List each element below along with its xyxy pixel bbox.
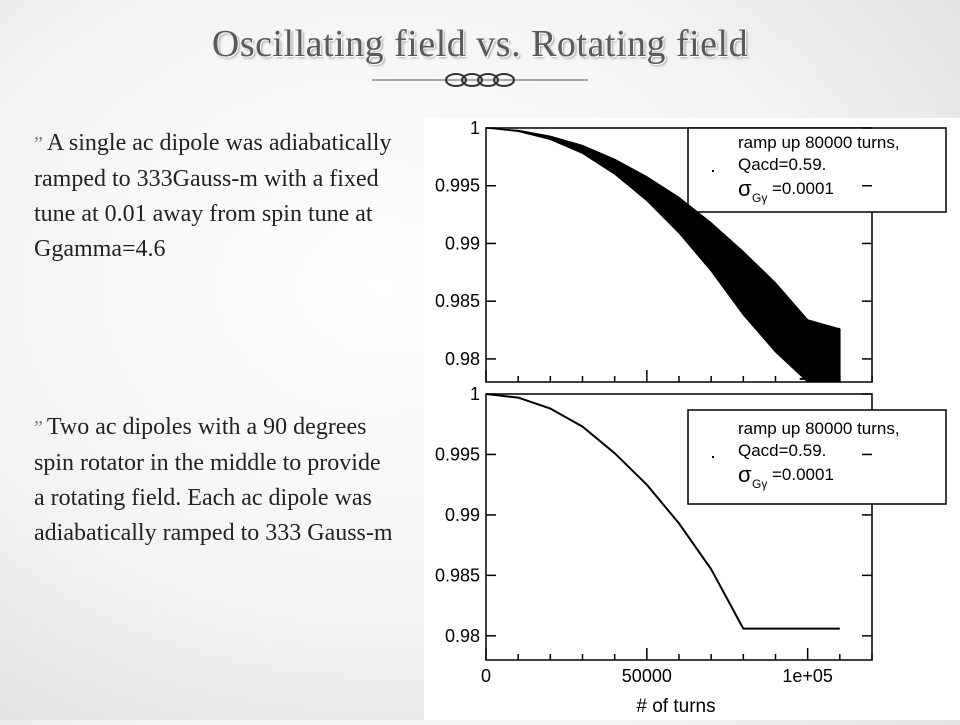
spin-polarization-plots: ramp up 80000 turns, Qacd=0.59. σ Gγ =0.… — [435, 118, 947, 717]
bullet-arrow-icon: ” — [34, 133, 43, 155]
slide-title: Oscillating field vs. Rotating field — [211, 23, 749, 65]
bottom-xtick-label: 50000 — [622, 666, 672, 686]
top-legend-line1: ramp up 80000 turns, — [738, 133, 900, 152]
bullet-arrow-icon: ” — [34, 417, 43, 439]
bullet-item-1: ” A single ac dipole was adiabatically ra… — [34, 126, 414, 267]
bottom-ytick-label: 0.985 — [435, 565, 480, 585]
top-ytick-label: 1 — [470, 118, 480, 138]
bottom-legend-sub: Gγ — [752, 477, 767, 491]
top-legend-line2: Qacd=0.59. — [738, 155, 826, 174]
bottom-legend: ramp up 80000 turns, Qacd=0.59. σ Gγ =0.… — [687, 409, 947, 505]
bullet-text-2: Two ac dipoles with a 90 degrees spin ro… — [34, 414, 393, 546]
bottom-ytick-label: 0.995 — [435, 444, 480, 464]
bottom-legend-line2: Qacd=0.59. — [738, 441, 826, 460]
top-legend-sigma: σ — [738, 176, 752, 201]
x-axis-label: # of turns — [636, 696, 715, 717]
top-legend-sub: Gγ — [752, 191, 767, 205]
bottom-xtick-label: 1e+05 — [782, 666, 833, 686]
bottom-legend-line1: ramp up 80000 turns, — [738, 419, 900, 438]
bullet-text-1: A single ac dipole was adiabatically ram… — [34, 130, 392, 262]
top-ytick-label: 0.99 — [445, 233, 480, 253]
bottom-legend-value: =0.0001 — [772, 465, 834, 484]
plot-panel: ramp up 80000 turns, Qacd=0.59. σ Gγ =0.… — [424, 118, 960, 720]
bottom-xtick-label: 0 — [481, 666, 491, 686]
bottom-ytick-label: 0.99 — [445, 505, 480, 525]
top-legend: ramp up 80000 turns, Qacd=0.59. σ Gγ =0.… — [687, 127, 947, 213]
title-ornament-icon — [372, 73, 588, 87]
bullet-list: ” A single ac dipole was adiabatically ra… — [34, 126, 414, 546]
bottom-ytick-label: 0.98 — [445, 626, 480, 646]
bottom-legend-sigma: σ — [738, 462, 752, 487]
top-legend-value: =0.0001 — [772, 179, 834, 198]
bottom-ytick-label: 1 — [470, 384, 480, 404]
rotating-field-line — [485, 393, 840, 630]
bullet-item-2: ” Two ac dipoles with a 90 degrees spin r… — [34, 410, 394, 551]
top-ytick-label: 0.98 — [445, 349, 480, 369]
top-ytick-label: 0.985 — [435, 291, 480, 311]
top-ytick-label: 0.995 — [435, 176, 480, 196]
